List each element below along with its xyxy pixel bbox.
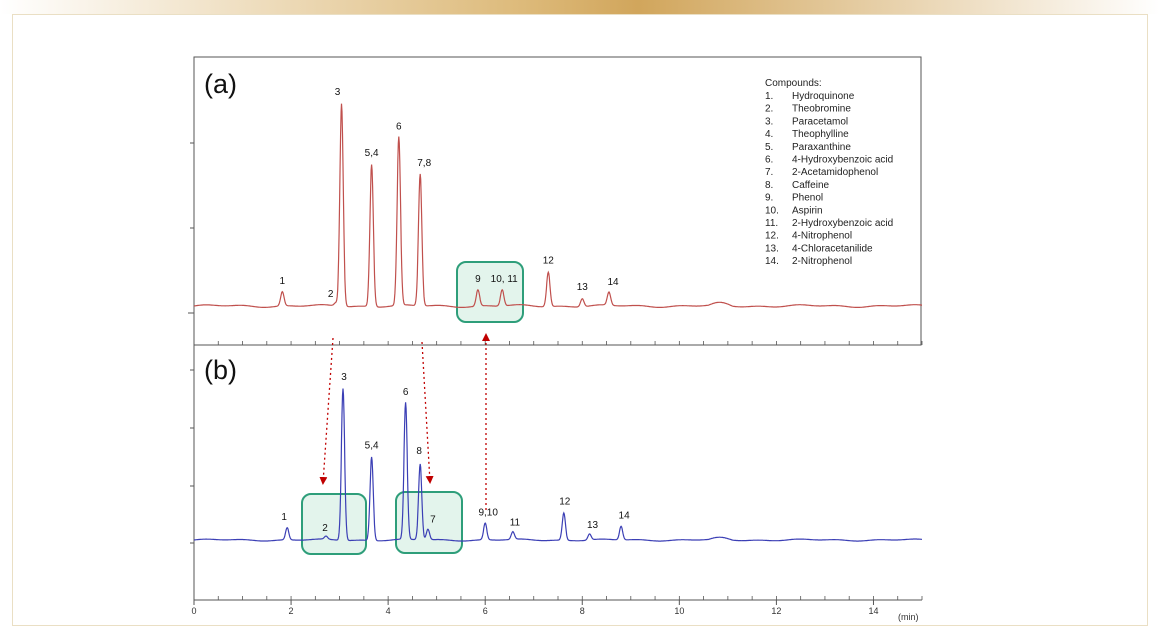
trace-a xyxy=(193,103,922,308)
legend-item-name: 2-Hydroxybenzoic acid xyxy=(792,218,893,229)
peak-label-b-2: 3 xyxy=(341,372,347,383)
legend-item-number: 14. xyxy=(765,256,779,267)
legend-item-number: 6. xyxy=(765,155,773,166)
decorative-top-bar xyxy=(0,0,1160,14)
highlight-box-b-7 xyxy=(395,491,463,554)
x-tick-label: 2 xyxy=(289,606,294,616)
legend-item-number: 7. xyxy=(765,167,773,178)
x-tick-label: 14 xyxy=(868,606,878,616)
legend-item-name: 2-Acetamidophenol xyxy=(792,167,878,178)
legend-item-name: Paraxanthine xyxy=(792,142,851,153)
x-tick-label: 6 xyxy=(483,606,488,616)
peak-label-a-8: 12 xyxy=(543,256,555,267)
highlight-box-b-2 xyxy=(301,493,367,555)
x-tick-label: 0 xyxy=(191,606,196,616)
legend-item-name: Theobromine xyxy=(792,104,851,115)
panel-b-label: (b) xyxy=(204,355,237,385)
arrow-peak-2 xyxy=(319,337,334,485)
x-tick-label: 12 xyxy=(771,606,781,616)
legend-item-name: 4-Hydroxybenzoic acid xyxy=(792,155,893,166)
legend-item-name: 4-Chloracetanilide xyxy=(792,243,873,254)
legend-item-number: 11. xyxy=(765,218,778,229)
peak-label-a-9: 13 xyxy=(577,282,589,293)
peak-label-b-11: 14 xyxy=(619,510,631,521)
legend-item-name: Aspirin xyxy=(792,205,823,216)
compound-legend: Compounds: 1. Hydroquinone 2. Theobromine 3.… xyxy=(765,78,893,267)
legend-item-number: 1. xyxy=(765,91,773,102)
peak-label-b-10: 13 xyxy=(587,520,599,531)
x-tick-label: 4 xyxy=(386,606,391,616)
panel-a-label: (a) xyxy=(204,69,237,99)
y-axis-ticks xyxy=(188,142,194,544)
legend-item-number: 2. xyxy=(765,104,773,115)
peak-label-a-1: 2 xyxy=(328,289,334,300)
peak-label-a-2: 3 xyxy=(335,87,341,98)
legend-item-name: Paracetamol xyxy=(792,116,848,127)
peak-label-a-3: 5,4 xyxy=(365,148,379,159)
x-tick-label: 10 xyxy=(674,606,684,616)
peak-label-b-1: 2 xyxy=(322,523,328,534)
peak-label-a-7: 10, 11 xyxy=(491,274,518,285)
peak-label-b-3: 5,4 xyxy=(365,440,379,451)
peak-label-a-6: 9 xyxy=(475,274,481,285)
legend-title: Compounds: xyxy=(765,78,822,89)
legend-item-name: Phenol xyxy=(792,193,823,204)
arrow-peak-7 xyxy=(421,341,434,484)
peak-label-b-9: 12 xyxy=(559,497,571,508)
legend-item-name: 4-Nitrophenol xyxy=(792,231,852,242)
legend-item-name: 2-Nitrophenol xyxy=(792,256,852,267)
legend-item-number: 13. xyxy=(765,243,779,254)
peak-label-b-4: 6 xyxy=(403,387,409,398)
peak-label-b-6: 7 xyxy=(430,514,436,525)
legend-item-number: 10. xyxy=(765,205,779,216)
legend-item-name: Caffeine xyxy=(792,180,830,191)
trace-b xyxy=(193,388,922,542)
peak-label-b-5: 8 xyxy=(416,446,422,457)
peak-label-a-4: 6 xyxy=(396,122,402,133)
legend-item-number: 9. xyxy=(765,193,773,204)
x-axis-label: (min) xyxy=(898,612,919,622)
legend-item-name: Theophylline xyxy=(792,129,849,140)
peak-label-b-0: 1 xyxy=(281,512,287,523)
peak-label-b-8: 11 xyxy=(510,517,521,528)
legend-item-number: 5. xyxy=(765,142,773,153)
legend-item-name: Hydroquinone xyxy=(792,91,855,102)
peak-label-a-10: 14 xyxy=(607,277,619,288)
peak-label-b-7: 9,10 xyxy=(478,507,498,518)
highlight-box-a-9-10-11 xyxy=(456,261,524,323)
x-tick-label: 8 xyxy=(580,606,585,616)
peak-label-a-0: 1 xyxy=(280,276,286,287)
panel-a-frame xyxy=(193,56,922,346)
legend-item-number: 8. xyxy=(765,180,773,191)
legend-item-number: 12. xyxy=(765,231,779,242)
legend-item-number: 3. xyxy=(765,116,773,127)
legend-item-number: 4. xyxy=(765,129,773,140)
peak-label-a-5: 7,8 xyxy=(417,158,431,169)
